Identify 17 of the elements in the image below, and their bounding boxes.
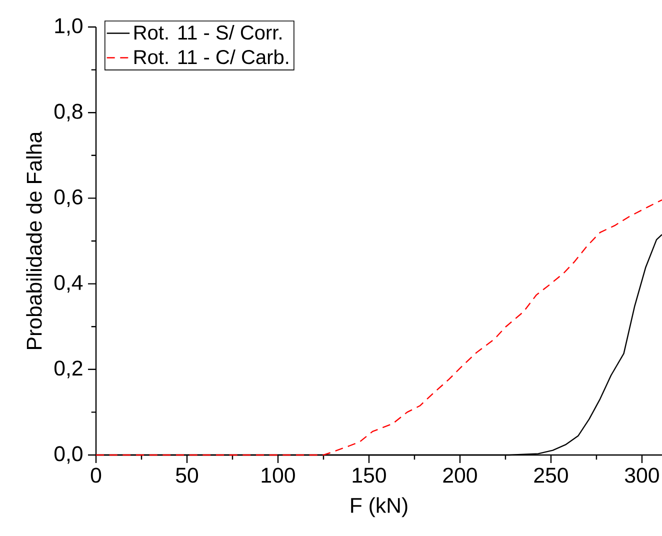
x-tick-label: 200 <box>443 468 477 483</box>
x-axis-title: F (kN) <box>351 497 408 518</box>
y-tick-label: 1,0 <box>55 18 82 36</box>
y-tick-label: 0,0 <box>54 446 82 464</box>
y-tick-label: 0,8 <box>54 104 82 122</box>
x-tick-label: 150 <box>352 468 386 483</box>
x-tick-label: 100 <box>262 468 295 483</box>
y-tick-label: 0,4 <box>54 274 83 293</box>
x-tick-label: 0 <box>90 468 102 483</box>
legend-label: Rot. 11 - S/ Corr. <box>134 24 282 40</box>
x-tick-label: 250 <box>534 468 568 483</box>
y-tick-label: 0,6 <box>54 189 82 207</box>
x-tick-label: 300 <box>624 468 659 483</box>
x-tick-label: 50 <box>176 468 198 483</box>
y-axis-title: Probabilidade de Falha <box>26 131 42 349</box>
y-tick-label: 0,2 <box>54 360 82 378</box>
legend-label: Rot. 11 - C/ Carb. <box>134 49 288 64</box>
